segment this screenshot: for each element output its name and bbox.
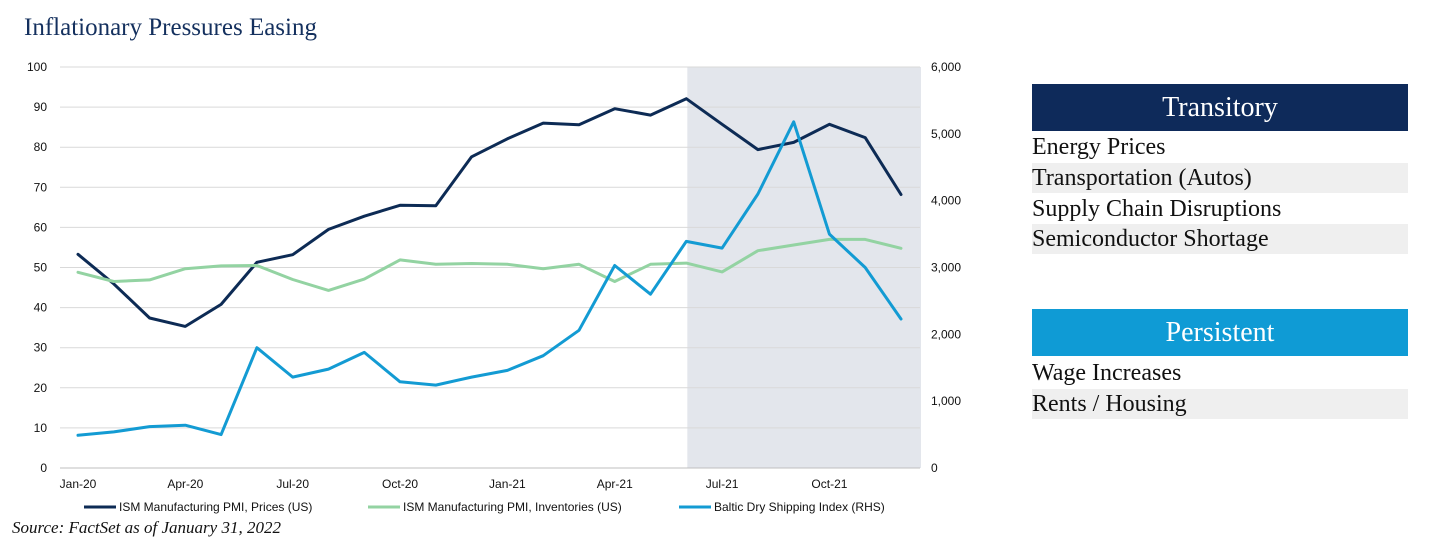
y-right-tick-label: 1,000 [931,394,961,408]
transitory-item-supply-chain: Supply Chain Disruptions [1032,196,1282,222]
y-right-tick-label: 4,000 [931,194,961,208]
y-right-tick-label: 5,000 [931,127,961,141]
series-line-baltic [76,120,903,437]
transitory-item-semiconductor: Semiconductor Shortage [1032,224,1408,254]
y-right-tick-label: 0 [931,461,938,475]
persistent-item-wage-increases: Wage Increases [1032,360,1182,386]
legend: ISM Manufacturing PMI, Prices (US) ISM Ma… [84,500,885,514]
x-tick-label: Oct-21 [811,477,847,491]
x-tick-label: Jul-21 [706,477,739,491]
x-tick-label: Apr-21 [597,477,633,491]
y-left-tick-label: 30 [34,341,48,355]
y-left-tick-label: 100 [27,60,47,74]
x-tick-label: Jan-21 [489,477,526,491]
chart-title: Inflationary Pressures Easing [24,14,317,41]
legend-label: Baltic Dry Shipping Index (RHS) [714,500,885,514]
legend-label: ISM Manufacturing PMI, Inventories (US) [403,500,622,514]
transitory-item-energy-prices: Energy Prices [1032,134,1166,160]
series-line-prices [76,97,903,328]
axes: 0 10 20 30 40 50 60 70 80 90 100 0 1,000 2,000 3,000 4,… [27,60,961,491]
y-left-tick-label: 60 [34,220,48,234]
x-tick-label: Jan-20 [60,477,97,491]
y-left-tick-label: 40 [34,301,48,315]
persistent-header: Persistent [1032,309,1408,356]
y-left-tick-label: 10 [34,421,48,435]
y-right-tick-label: 6,000 [931,60,961,74]
y-left-tick-label: 20 [34,381,48,395]
y-left-tick-label: 0 [40,461,47,475]
x-tick-label: Jul-20 [276,477,309,491]
series-line-inventories [76,237,903,292]
x-tick-label: Apr-20 [167,477,203,491]
series-lines [76,97,903,437]
source-note: Source: FactSet as of January 31, 2022 [12,518,281,537]
y-left-tick-label: 80 [34,140,48,154]
y-right-tick-label: 3,000 [931,261,961,275]
legend-label: ISM Manufacturing PMI, Prices (US) [119,500,312,514]
x-tick-label: Oct-20 [382,477,418,491]
persistent-item-rents-housing: Rents / Housing [1032,389,1408,419]
y-left-tick-label: 50 [34,261,48,275]
transitory-item-transportation: Transportation (Autos) [1032,163,1408,193]
y-right-tick-label: 2,000 [931,327,961,341]
transitory-header: Transitory [1032,84,1408,131]
y-left-tick-label: 90 [34,100,48,114]
y-left-tick-label: 70 [34,180,48,194]
